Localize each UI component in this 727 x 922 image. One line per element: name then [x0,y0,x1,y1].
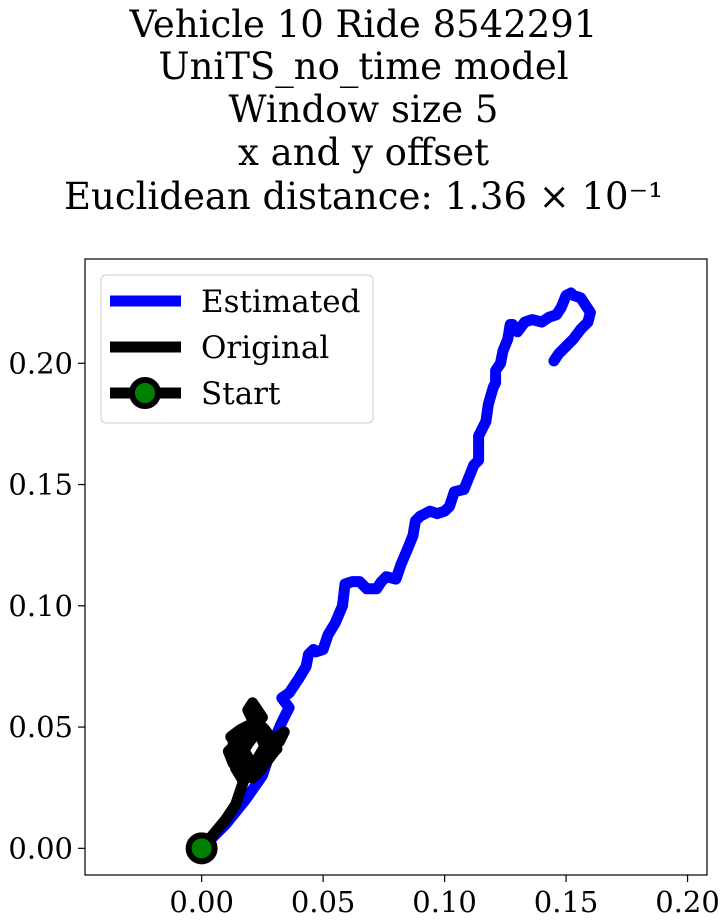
y-tick-label: 0.00 [8,831,73,865]
plot-area [185,287,596,865]
y-tick-label: 0.05 [8,710,73,744]
series-estimated-line [196,287,596,854]
series-original-line [196,697,290,854]
legend-start-marker [129,377,161,409]
x-tick-label: 0.05 [291,885,356,919]
legend-start-label: Start [201,376,281,412]
legend-estimated-label: Estimated [201,284,360,320]
axes-ticks: 0.00 0.05 0.10 0.15 0.20 0.00 0.05 0.10 0.15 0.20 [8,346,719,919]
chart-title-line-2: UniTS_no_time model [158,45,569,88]
series-start-marker [185,832,218,865]
legend-box [100,274,374,424]
legend: Estimated Original Start [100,274,374,424]
chart-title-line-5: Euclidean distance: 1.36 × 10⁻¹ [64,175,663,218]
x-tick-label: 0.20 [655,885,720,919]
x-tick-label: 0.15 [534,885,599,919]
chart-title-line-3: Window size 5 [228,88,499,131]
chart-title-line-4: x and y offset [238,131,489,174]
y-tick-label: 0.10 [8,589,73,623]
x-tick-label: 0.00 [169,885,234,919]
y-tick-label: 0.20 [8,346,73,380]
chart-title-line-1: Vehicle 10 Ride 8542291 [129,3,598,46]
y-tick-label: 0.15 [8,468,73,502]
axes-frame [84,258,708,876]
legend-original-label: Original [201,330,329,366]
x-tick-label: 0.10 [412,885,477,919]
